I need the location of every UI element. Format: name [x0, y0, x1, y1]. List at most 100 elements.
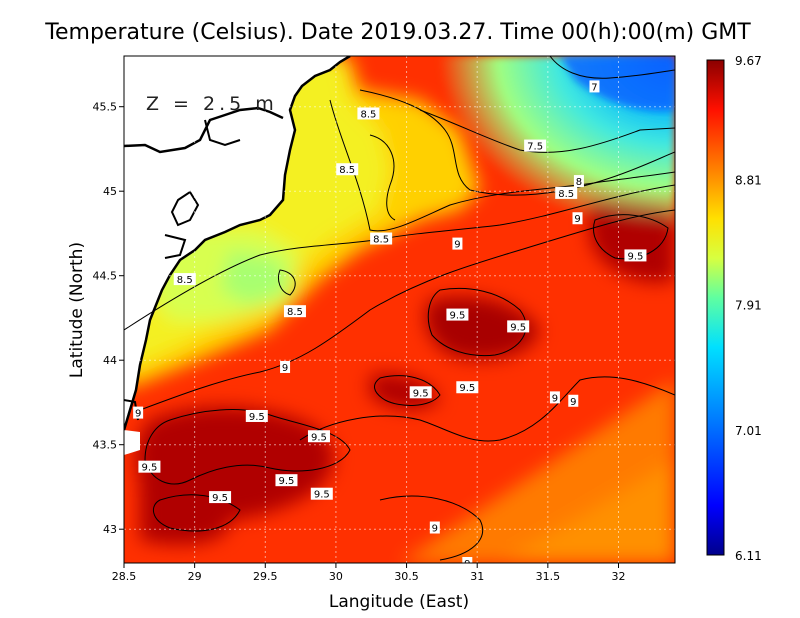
contour-label-bg [507, 320, 530, 333]
x-tick-label: 30 [329, 570, 343, 583]
contour-label-bg [245, 409, 268, 422]
contour-label: 9.5 [138, 460, 161, 474]
contour-label: 9 [429, 521, 440, 535]
contour-label-text: 9.5 [459, 383, 475, 394]
contour-label-text: 8.5 [558, 189, 574, 200]
contour-label-text: 9.5 [279, 476, 295, 487]
contour-label-text: 7 [591, 82, 597, 93]
x-axis-label: Langitude (East) [329, 592, 469, 612]
contour-label-text: 9 [282, 363, 288, 374]
contour-label-text: 9 [454, 240, 460, 251]
contour-label: 7.5 [524, 139, 547, 153]
contour-label-bg [568, 394, 579, 407]
contour-label-bg [280, 360, 291, 373]
x-tick-label: 29 [188, 570, 202, 583]
contour-label-bg [409, 386, 432, 399]
contour-label-bg [133, 406, 144, 419]
contour-label: 9 [572, 212, 583, 225]
contour-label-bg [572, 212, 583, 225]
contour-label-text: 8.5 [287, 307, 303, 318]
colorbar-labels: 9.67 8.81 7.91 7.01 6.11 [735, 54, 762, 563]
x-tick-label: 29.5 [253, 570, 278, 583]
contour-label-text: 9.5 [449, 311, 465, 322]
contour-label-text: 9.5 [510, 322, 526, 333]
contour-label-bg [310, 487, 333, 500]
contour-label: 9.5 [446, 308, 469, 322]
contour-label-bg [275, 474, 298, 487]
contour-label: 7 [589, 80, 600, 93]
contour-label-bg [209, 491, 232, 504]
x-tick-label: 31 [470, 570, 484, 583]
colorbar-tick-label: 8.81 [735, 174, 762, 188]
contour-label-bg [336, 163, 359, 176]
contour-label: 8.5 [173, 273, 196, 286]
contour-label-bg [462, 557, 473, 563]
contour-label: 9.5 [409, 386, 432, 399]
contour-label-text: 9 [552, 393, 558, 404]
contour-label-text: 9.5 [627, 251, 643, 262]
contour-label: 8.5 [370, 232, 393, 246]
contour-label-text: 9.5 [413, 388, 429, 399]
colorbar-tick-label: 7.91 [735, 299, 762, 313]
y-tick-label: 44 [103, 354, 117, 367]
x-tick-label: 31.5 [536, 570, 561, 583]
contour-label-bg [452, 237, 463, 250]
contour-label-bg [283, 305, 306, 318]
contour-label: 8.5 [357, 107, 380, 120]
x-axis-ticks: 28.5 29 29.5 30 30.5 31 31.5 32 [112, 563, 625, 583]
contour-label: 9 [462, 557, 473, 570]
contour-label-text: 9 [574, 214, 580, 225]
contour-label: 9 [133, 406, 144, 420]
contour-label: 9.5 [209, 491, 232, 504]
contour-label-bg [307, 430, 330, 443]
y-tick-label: 44.5 [93, 270, 118, 283]
contour-label-bg [357, 107, 380, 120]
map-title: Temperature (Celsius). Date 2019.03.27. … [44, 20, 751, 45]
contour-label-text: 9.5 [311, 432, 327, 443]
contour-label-bg [589, 80, 600, 93]
contour-label-text: 8.5 [339, 165, 355, 176]
contour-label-bg [549, 391, 560, 404]
y-tick-label: 43.5 [93, 439, 118, 452]
contour-label: 8.5 [555, 186, 578, 200]
contour-label-bg [429, 521, 440, 534]
contour-label-text: 9.5 [141, 463, 157, 474]
contour-label-text: 8 [576, 177, 582, 188]
contour-label-bg [138, 460, 161, 473]
contour-label-text: 8.5 [177, 275, 193, 286]
y-tick-label: 45.5 [93, 101, 118, 114]
depth-label: Z = 2.5 m [146, 93, 278, 115]
x-tick-label: 28.5 [112, 570, 137, 583]
contour-label: 8.5 [336, 163, 359, 176]
colorbar-tick-label: 6.11 [735, 549, 762, 563]
contour-label: 9.5 [310, 487, 333, 501]
contour-label-text: 8.5 [373, 235, 389, 246]
contour-label: 9 [452, 237, 463, 251]
contour-label: 8 [573, 175, 584, 188]
plot-frame [123, 55, 676, 564]
x-tick-label: 30.5 [394, 570, 419, 583]
y-axis-ticks: 43 43.5 44 44.5 45 45.5 [93, 101, 124, 536]
contour-label-bg [624, 249, 647, 262]
contour-label-bg [524, 139, 547, 152]
contour-label-text: 8.5 [360, 109, 376, 120]
contour-label-text: 9.5 [212, 493, 228, 504]
contour-label: 9.5 [275, 474, 298, 487]
contour-label: 9.5 [507, 320, 530, 333]
contour-label: 9 [280, 360, 291, 374]
contour-label-text: 9 [135, 409, 141, 420]
contour-label-text: 9 [464, 559, 470, 570]
coastline [124, 56, 351, 431]
x-tick-label: 32 [611, 570, 625, 583]
grid-lines [124, 56, 675, 563]
contour-label: 9.5 [624, 249, 647, 262]
contour-label-bg [456, 381, 479, 394]
contour-label-text: 9.5 [249, 412, 265, 423]
y-tick-label: 43 [103, 523, 117, 536]
contour-label: 9.5 [307, 430, 330, 443]
contour-label: 9 [568, 394, 579, 408]
contour-label-text: 9.5 [314, 490, 330, 501]
